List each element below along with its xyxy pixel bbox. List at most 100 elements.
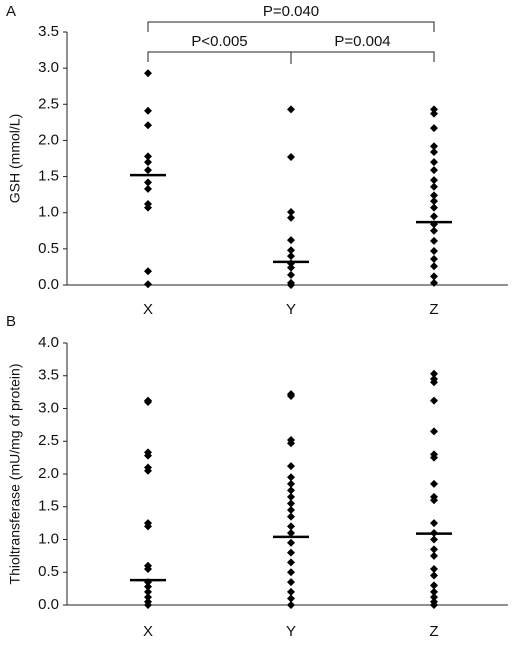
y-tick-label: 0.0 — [38, 596, 59, 613]
data-point — [287, 512, 295, 521]
data-point — [144, 267, 152, 276]
data-point — [287, 473, 295, 482]
data-point — [287, 236, 295, 245]
data-point — [430, 158, 438, 167]
data-point — [144, 106, 152, 115]
data-point — [144, 184, 152, 193]
y-tick-label: 1.5 — [38, 168, 59, 185]
x-tick-label: Y — [286, 301, 296, 318]
data-point — [430, 535, 438, 544]
y-tick-label: 4.0 — [38, 334, 59, 351]
data-point — [430, 571, 438, 580]
data-point — [144, 522, 152, 531]
y-tick-label: 1.5 — [38, 498, 59, 515]
data-point — [287, 479, 295, 488]
data-point — [430, 197, 438, 206]
data-point — [287, 252, 295, 261]
p-value-annotation: P=0.004 — [334, 33, 390, 50]
x-tick-label: Z — [429, 623, 438, 640]
data-point — [430, 427, 438, 436]
data-point — [144, 466, 152, 475]
data-point — [287, 486, 295, 495]
data-point — [430, 166, 438, 175]
data-point — [430, 369, 438, 378]
y-tick-label: 1.0 — [38, 530, 59, 547]
data-point — [430, 212, 438, 221]
data-point — [287, 538, 295, 547]
data-point — [287, 392, 295, 401]
y-tick-label: 2.5 — [38, 432, 59, 449]
y-tick-label: 0.0 — [38, 276, 59, 293]
data-point — [144, 152, 152, 161]
data-point — [287, 601, 295, 609]
data-point — [287, 506, 295, 515]
x-tick-label: X — [143, 623, 153, 640]
data-point — [430, 587, 438, 596]
data-point — [287, 105, 295, 114]
data-point — [430, 601, 438, 609]
data-point — [144, 166, 152, 175]
data-point — [287, 594, 295, 603]
p-value-annotation: P<0.005 — [191, 33, 247, 50]
data-point — [430, 496, 438, 505]
bracket — [147, 21, 435, 32]
data-point — [430, 278, 438, 287]
bracket — [147, 51, 292, 62]
data-point — [287, 213, 295, 222]
y-tick-label: 2.0 — [38, 465, 59, 482]
data-point — [430, 147, 438, 156]
data-point — [430, 105, 438, 114]
y-tick-label: 0.5 — [38, 240, 59, 257]
data-point — [144, 582, 152, 591]
bracket — [290, 51, 435, 64]
data-point — [430, 109, 438, 118]
data-point — [287, 587, 295, 596]
y-tick-label: 2.0 — [38, 131, 59, 148]
data-point — [430, 226, 438, 235]
data-point — [287, 499, 295, 508]
data-point — [430, 479, 438, 488]
x-tick-label: Y — [286, 623, 296, 640]
x-tick-label: Z — [429, 301, 438, 318]
data-point — [144, 158, 152, 167]
data-point — [287, 281, 295, 289]
data-point — [287, 492, 295, 501]
data-point — [287, 558, 295, 567]
y-axis-label: Thioltransferase (mU/mg of protein) — [7, 364, 23, 585]
data-point — [430, 551, 438, 560]
data-point — [430, 453, 438, 462]
data-point — [287, 462, 295, 471]
y-tick-label: 0.5 — [38, 563, 59, 580]
y-axis-label: GSH (mmol/L) — [7, 114, 23, 203]
data-point — [430, 254, 438, 263]
data-point — [430, 396, 438, 405]
data-point — [430, 272, 438, 281]
data-point — [430, 191, 438, 200]
data-point — [144, 280, 152, 289]
data-point — [430, 593, 438, 602]
panel-label: B — [6, 313, 16, 330]
y-tick-label: 1.0 — [38, 204, 59, 221]
data-point — [287, 153, 295, 162]
data-point — [430, 519, 438, 528]
data-point — [430, 142, 438, 151]
data-point — [430, 182, 438, 191]
y-tick-label: 3.5 — [38, 23, 59, 40]
data-point — [287, 548, 295, 557]
data-point — [144, 69, 152, 78]
y-tick-label: 3.0 — [38, 59, 59, 76]
data-point — [430, 545, 438, 554]
data-point — [430, 378, 438, 387]
data-point — [430, 236, 438, 245]
data-point — [287, 522, 295, 531]
data-point — [144, 397, 152, 406]
data-point — [144, 601, 152, 609]
y-tick-label: 3.5 — [38, 367, 59, 384]
data-point — [287, 568, 295, 577]
data-point — [287, 578, 295, 587]
data-point — [144, 451, 152, 460]
data-point — [430, 262, 438, 271]
x-tick-label: X — [143, 301, 153, 318]
data-point — [287, 439, 295, 448]
